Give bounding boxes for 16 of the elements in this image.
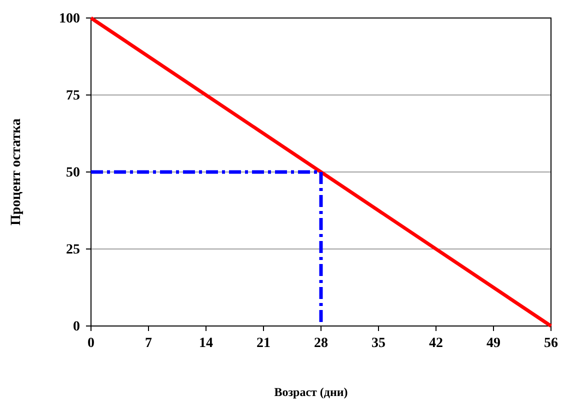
x-tick-label: 28	[314, 336, 328, 351]
x-tick-label: 56	[544, 336, 558, 351]
y-tick-label: 75	[66, 88, 80, 104]
x-tick-label: 0	[88, 336, 94, 351]
x-tick-label: 7	[145, 336, 152, 351]
x-tick-label: 21	[256, 336, 270, 351]
y-axis-title: Процент остатка	[9, 118, 24, 226]
y-tick-label: 100	[59, 11, 80, 26]
y-tick-label: 0	[73, 319, 80, 334]
x-tick-label: 42	[429, 336, 443, 351]
x-tick-label: 49	[486, 336, 500, 351]
y-tick-label: 25	[66, 242, 80, 258]
x-tick-label: 35	[372, 336, 386, 351]
x-axis-title: Возраст (дни)	[274, 385, 348, 399]
y-tick-label: 50	[66, 165, 80, 180]
x-tick-label: 14	[199, 336, 213, 351]
